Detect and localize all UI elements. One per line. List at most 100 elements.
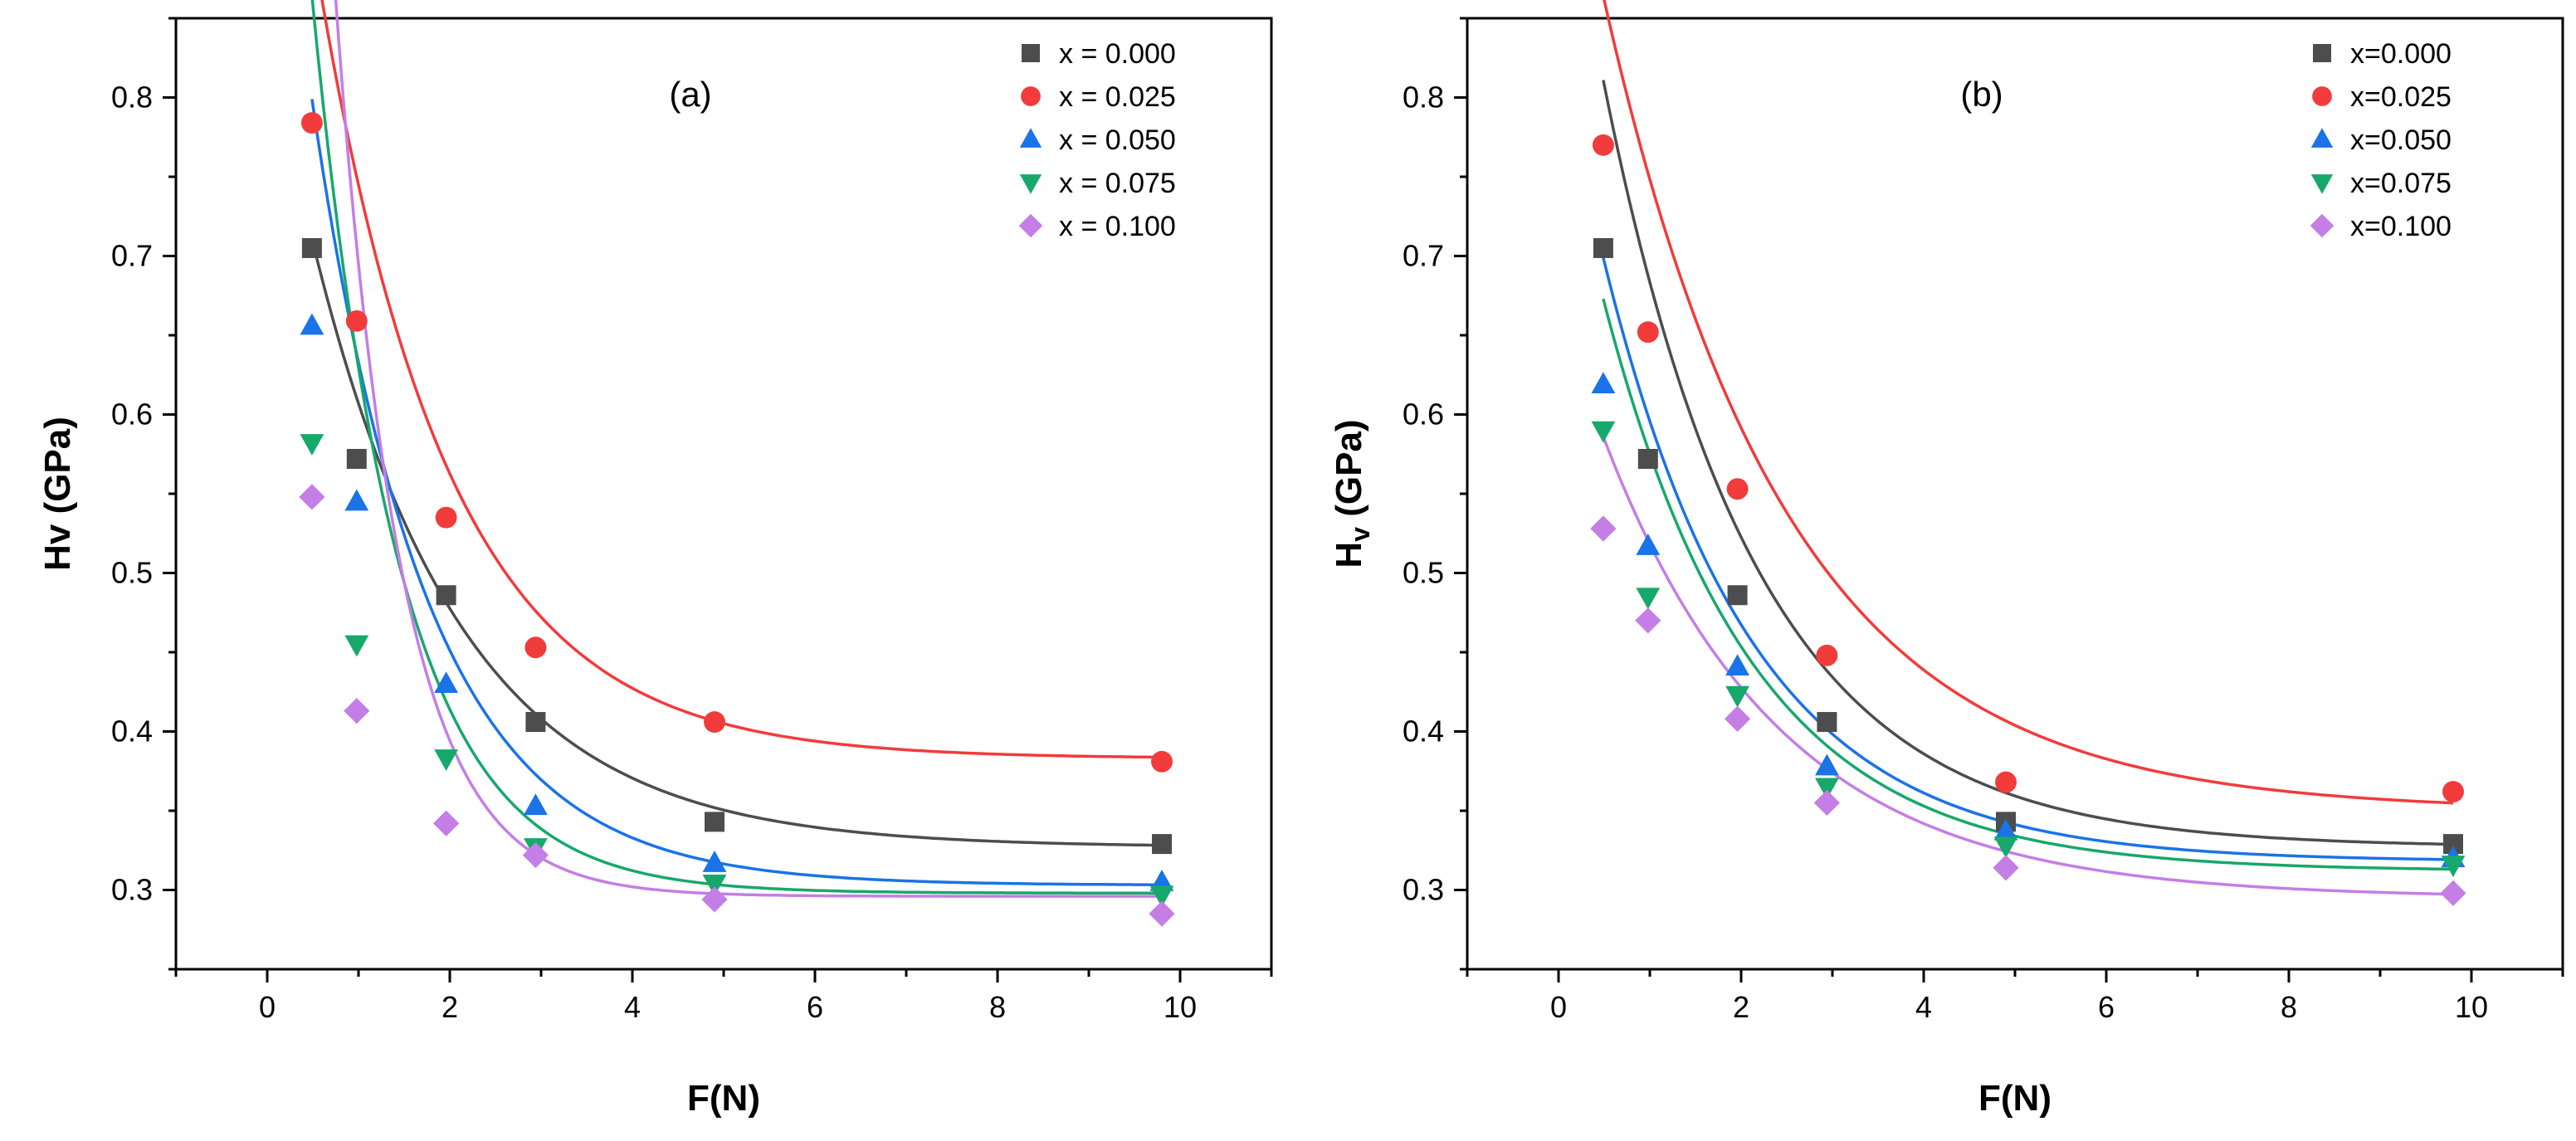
y-tick-label: 0.8 xyxy=(1403,80,1444,115)
data-point-series-1 xyxy=(1151,750,1173,773)
y-tick-label: 0.7 xyxy=(111,239,153,273)
data-point-series-0 xyxy=(705,812,724,832)
fit-curve-series-0 xyxy=(1602,80,2454,846)
legend-marker xyxy=(2310,128,2334,148)
y-tick-label: 0.3 xyxy=(111,873,153,907)
data-point-series-0 xyxy=(346,448,367,469)
data-point-series-1 xyxy=(300,112,323,134)
y-axis-title: Hv (GPa) xyxy=(37,417,78,571)
data-point-series-0 xyxy=(1727,585,1748,606)
y-tick-label: 0.7 xyxy=(1403,239,1444,273)
data-point-series-4 xyxy=(1813,789,1840,817)
data-point-series-2 xyxy=(702,851,727,872)
data-point-series-1 xyxy=(1592,134,1614,156)
legend-label: x = 0.025 xyxy=(1059,81,1176,113)
data-point-series-4 xyxy=(299,484,325,510)
panel-label: (b) xyxy=(1960,75,2003,114)
x-tick-label: 2 xyxy=(442,990,458,1024)
x-axis-title: F(N) xyxy=(687,1078,760,1119)
data-point-series-1 xyxy=(2442,781,2464,803)
legend-marker xyxy=(2312,86,2332,106)
y-axis-title: Hv (GPa) xyxy=(1329,419,1375,568)
data-point-series-1 xyxy=(1995,771,2017,793)
y-tick-label: 0.8 xyxy=(111,80,153,115)
y-tick-label: 0.3 xyxy=(1403,873,1444,907)
legend-label: x = 0.050 xyxy=(1059,124,1176,156)
y-axis-title-unit: (GPa) xyxy=(37,417,78,524)
y-tick-label: 0.4 xyxy=(1403,714,1444,748)
fit-curve-series-3 xyxy=(310,0,1162,895)
data-point-series-1 xyxy=(1726,478,1749,500)
x-tick-label: 8 xyxy=(989,990,1006,1024)
legend-label: x=0.025 xyxy=(2350,81,2452,113)
data-point-series-3 xyxy=(1993,836,2018,859)
data-point-series-3 xyxy=(702,875,727,896)
x-tick-label: 10 xyxy=(2455,990,2488,1024)
legend-marker xyxy=(1022,44,1040,62)
x-tick-label: 6 xyxy=(807,990,823,1024)
y-tick-label: 0.4 xyxy=(111,714,153,748)
y-axis-title-symbol: Hv xyxy=(37,524,78,571)
data-point-series-0 xyxy=(436,585,456,606)
fit-curve-series-2 xyxy=(1602,256,2454,861)
data-point-series-1 xyxy=(1637,321,1659,344)
data-point-series-3 xyxy=(1815,778,1839,800)
legend-label: x = 0.000 xyxy=(1059,38,1176,70)
y-tick-label: 0.6 xyxy=(111,397,153,432)
y-axis-title-symbol: H xyxy=(1329,542,1369,568)
y-axis-title-unit: (GPa) xyxy=(1329,419,1369,527)
data-point-series-1 xyxy=(1816,644,1838,666)
x-tick-label: 4 xyxy=(624,990,641,1024)
legend-marker xyxy=(1018,213,1043,238)
data-point-series-2 xyxy=(1591,372,1616,394)
data-point-series-0 xyxy=(1593,237,1613,258)
data-point-series-1 xyxy=(704,711,725,733)
legend-label: x = 0.100 xyxy=(1059,211,1176,242)
data-point-series-2 xyxy=(1993,818,2018,841)
legend-label: x=0.100 xyxy=(2350,211,2452,242)
data-point-series-4 xyxy=(433,810,460,836)
data-point-series-4 xyxy=(1149,900,1175,927)
data-point-series-0 xyxy=(1152,834,1172,855)
data-point-series-2 xyxy=(1725,654,1749,675)
fit-curve-series-2 xyxy=(310,99,1162,886)
data-point-series-2 xyxy=(524,793,548,816)
data-point-series-4 xyxy=(2440,880,2466,906)
fit-curve-series-1 xyxy=(320,0,1163,759)
data-point-series-0 xyxy=(525,712,546,733)
data-point-series-2 xyxy=(300,313,324,335)
data-point-series-4 xyxy=(344,698,370,724)
data-point-series-2 xyxy=(344,489,369,511)
data-point-series-3 xyxy=(1591,421,1616,443)
data-point-series-3 xyxy=(2441,856,2466,877)
legend-label: x=0.000 xyxy=(2350,38,2452,70)
data-point-series-1 xyxy=(435,506,457,529)
fit-curve-series-4 xyxy=(334,0,1162,898)
data-point-series-3 xyxy=(1149,885,1174,908)
data-point-series-2 xyxy=(434,671,458,693)
y-tick-label: 0.6 xyxy=(1403,397,1444,432)
y-tick-label: 0.5 xyxy=(111,556,153,590)
x-tick-label: 2 xyxy=(1733,990,1749,1024)
data-point-series-1 xyxy=(524,636,547,659)
legend-marker xyxy=(1019,128,1042,148)
data-point-series-3 xyxy=(434,749,458,771)
panel-b: 0 2 4 6 8 10 0.3 0.4 0.5 0.6 0.7 0.8 F(N) Hv (GPa) (b)… xyxy=(1329,0,2564,1119)
data-point-series-1 xyxy=(345,310,368,332)
x-tick-label: 0 xyxy=(1550,990,1567,1024)
fit-curve-series-1 xyxy=(1603,0,2454,805)
x-tick-label: 6 xyxy=(2098,990,2115,1024)
x-tick-label: 8 xyxy=(2281,990,2297,1024)
data-point-series-0 xyxy=(1817,712,1837,733)
data-point-series-4 xyxy=(522,841,549,869)
panel-a: 0 2 4 6 8 10 0.3 0.4 0.5 0.6 0.7 0.8 F(N) Hv (GPa) (a)… xyxy=(37,0,1273,1119)
data-point-series-2 xyxy=(1636,534,1661,555)
legend-marker xyxy=(1019,174,1042,194)
legend-label: x=0.050 xyxy=(2350,124,2452,156)
x-axis-title: F(N) xyxy=(1978,1078,2052,1119)
legend-marker xyxy=(1021,86,1041,106)
data-point-series-3 xyxy=(300,434,324,456)
data-point-series-2 xyxy=(1815,753,1839,776)
x-tick-label: 0 xyxy=(259,990,276,1024)
